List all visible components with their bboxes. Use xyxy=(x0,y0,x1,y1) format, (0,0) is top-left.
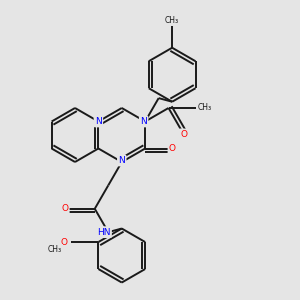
Text: N: N xyxy=(118,156,125,165)
Text: N: N xyxy=(140,117,147,126)
Text: CH₃: CH₃ xyxy=(165,16,179,25)
Text: O: O xyxy=(61,204,68,213)
Text: CH₃: CH₃ xyxy=(48,245,62,254)
Text: CH₃: CH₃ xyxy=(197,103,212,112)
Text: HN: HN xyxy=(97,228,110,237)
Text: O: O xyxy=(169,144,176,153)
Text: O: O xyxy=(180,130,187,139)
Text: O: O xyxy=(60,238,68,247)
Text: N: N xyxy=(95,117,102,126)
